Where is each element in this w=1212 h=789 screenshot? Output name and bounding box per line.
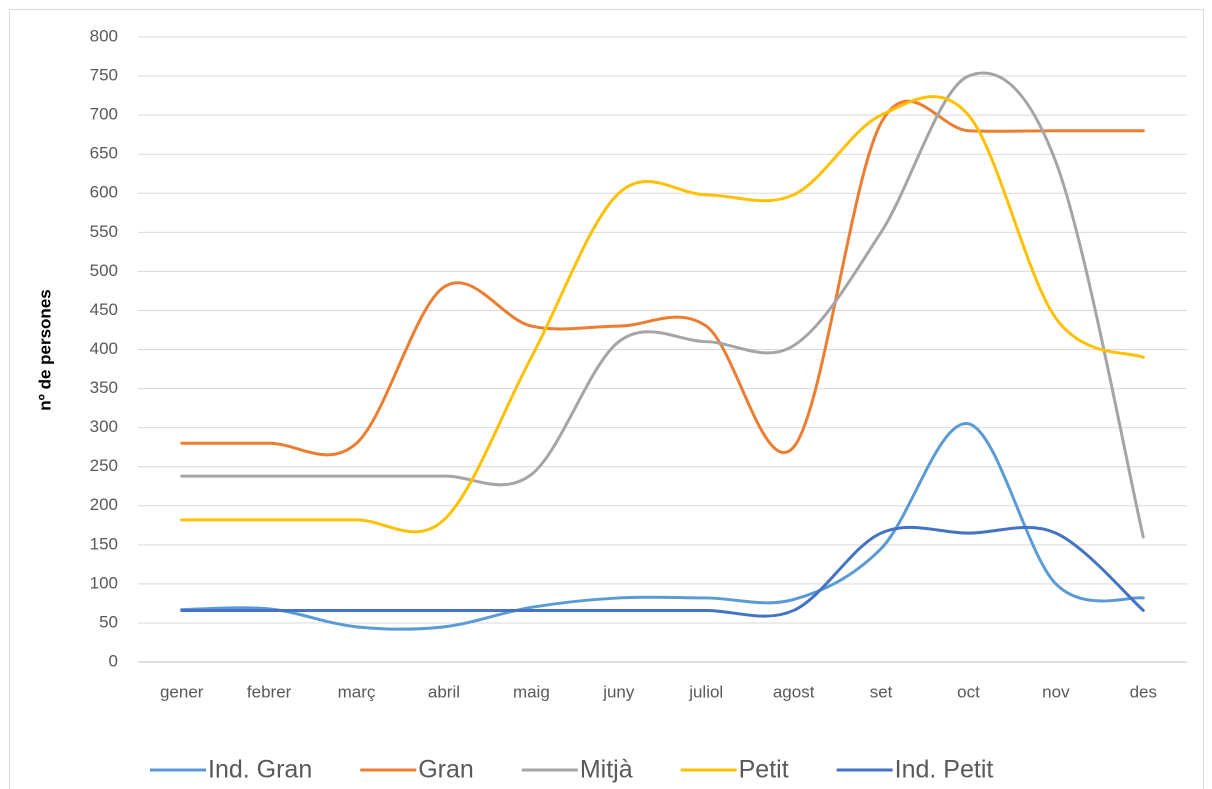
y-tick-label: 150 xyxy=(90,534,118,553)
x-tick-label: juny xyxy=(602,682,635,701)
x-tick-label: abril xyxy=(428,682,460,701)
legend-label: Petit xyxy=(739,756,789,784)
series-line xyxy=(180,99,1145,457)
y-tick-label: 550 xyxy=(90,222,118,241)
y-axis-title: nº de persones xyxy=(35,289,54,410)
y-tick-label: 200 xyxy=(90,495,118,514)
y-tick-label: 800 xyxy=(90,26,118,45)
y-tick-label: 0 xyxy=(109,651,118,670)
chart-border xyxy=(9,9,1204,789)
x-tick-label: oct xyxy=(957,682,980,701)
series-line xyxy=(180,71,1145,539)
y-tick-label: 450 xyxy=(90,300,118,319)
x-tick-label: des xyxy=(1130,682,1157,701)
legend-label: Ind. Gran xyxy=(208,756,312,784)
series-line xyxy=(180,422,1145,631)
y-tick-label: 750 xyxy=(90,66,118,85)
legend-label: Mitjà xyxy=(580,756,633,784)
x-tick-label: febrer xyxy=(247,682,292,701)
y-tick-label: 400 xyxy=(90,339,118,358)
y-tick-label: 500 xyxy=(90,261,118,280)
y-tick-label: 250 xyxy=(90,456,118,475)
x-tick-label: gener xyxy=(160,682,204,701)
legend-label: Gran xyxy=(418,756,474,784)
y-tick-label: 300 xyxy=(90,417,118,436)
series-line xyxy=(180,525,1145,618)
series-line xyxy=(180,95,1145,534)
y-tick-label: 600 xyxy=(90,183,118,202)
x-tick-label: març xyxy=(338,682,376,701)
y-tick-label: 650 xyxy=(90,144,118,163)
x-tick-label: maig xyxy=(513,682,550,701)
y-tick-label: 700 xyxy=(90,105,118,124)
y-tick-label: 50 xyxy=(99,612,118,631)
x-tick-label: nov xyxy=(1042,682,1070,701)
y-tick-label: 350 xyxy=(90,378,118,397)
x-tick-label: agost xyxy=(773,682,815,701)
legend-label: Ind. Petit xyxy=(895,756,994,784)
y-tick-label: 100 xyxy=(90,573,118,592)
x-tick-label: juliol xyxy=(688,682,723,701)
x-tick-label: set xyxy=(870,682,893,701)
